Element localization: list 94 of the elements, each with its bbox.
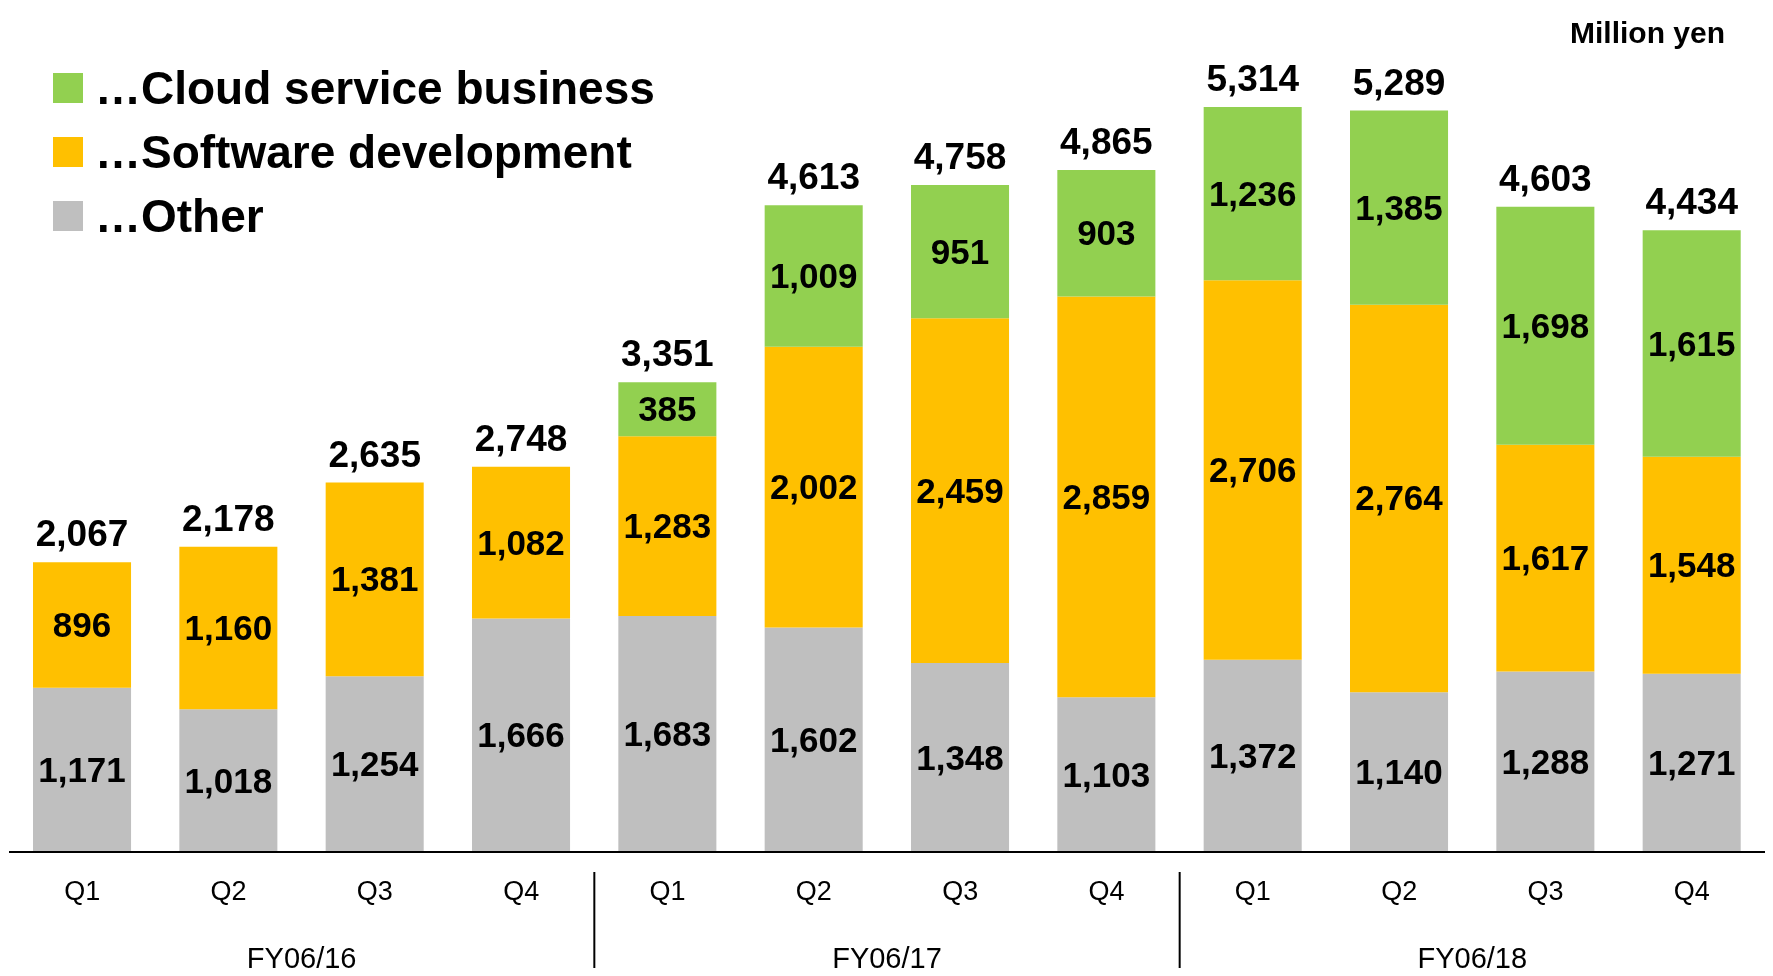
bar bbox=[1350, 304, 1449, 693]
data-label: 896 bbox=[52, 605, 112, 645]
data-label: 1,372 bbox=[1208, 735, 1297, 775]
data-label: 1,254 bbox=[330, 744, 420, 784]
bar bbox=[1496, 444, 1595, 672]
data-label: 951 bbox=[930, 231, 990, 271]
legend-label: …Cloud service business bbox=[95, 62, 655, 114]
data-label: 1,698 bbox=[1501, 305, 1590, 345]
x-tick-label: Q3 bbox=[942, 876, 979, 906]
bar bbox=[33, 687, 132, 852]
bar bbox=[1496, 206, 1595, 445]
text: FY06/16 bbox=[246, 942, 357, 974]
bar bbox=[1350, 692, 1449, 852]
bar bbox=[1203, 107, 1302, 281]
total-label: 2,067 bbox=[35, 513, 129, 555]
total-label: 5,289 bbox=[1352, 61, 1446, 103]
bar bbox=[1642, 230, 1741, 457]
total-label: 4,603 bbox=[1499, 157, 1592, 199]
x-tick-label: Q1 bbox=[64, 876, 101, 906]
x-tick-label: Q2 bbox=[210, 876, 247, 906]
data-label: 1,103 bbox=[1062, 754, 1151, 794]
total-label: 4,613 bbox=[767, 156, 860, 198]
data-label: 1,617 bbox=[1501, 538, 1590, 578]
data-label: 1,615 bbox=[1647, 323, 1736, 363]
data-label: 1,385 bbox=[1355, 187, 1443, 227]
total-label: 4,758 bbox=[913, 135, 1007, 177]
text: Million yen bbox=[1569, 16, 1725, 50]
bar bbox=[1057, 169, 1156, 297]
total-label: 4,865 bbox=[1060, 120, 1153, 162]
bar bbox=[618, 616, 717, 852]
bar bbox=[1642, 673, 1741, 852]
legend-label: …Software development bbox=[95, 126, 632, 178]
text: FY06/17 bbox=[832, 942, 942, 974]
bar bbox=[33, 562, 132, 688]
data-label: 1,140 bbox=[1355, 752, 1443, 792]
x-tick-label: Q1 bbox=[1234, 876, 1271, 906]
data-label: 1,348 bbox=[916, 737, 1004, 777]
data-label: 1,009 bbox=[769, 256, 858, 296]
bar bbox=[179, 709, 278, 852]
data-label: 1,018 bbox=[184, 760, 273, 800]
bar bbox=[1350, 110, 1449, 305]
bar bbox=[618, 436, 717, 617]
data-label: 2,859 bbox=[1062, 476, 1151, 516]
x-tick-label: Q4 bbox=[1673, 876, 1710, 906]
bar bbox=[325, 482, 424, 677]
x-tick-label: Q2 bbox=[795, 876, 832, 906]
total-label: 4,434 bbox=[1645, 181, 1739, 223]
bar bbox=[1642, 456, 1741, 674]
total-label: 2,178 bbox=[182, 497, 275, 539]
bar bbox=[764, 627, 863, 852]
bar bbox=[764, 205, 863, 347]
total-label: 2,635 bbox=[328, 433, 421, 475]
bar bbox=[911, 663, 1010, 852]
data-label: 1,288 bbox=[1501, 741, 1590, 781]
data-label: 1,160 bbox=[184, 607, 273, 647]
data-label: 2,764 bbox=[1355, 478, 1444, 518]
data-label: 1,602 bbox=[769, 719, 858, 759]
bar bbox=[764, 346, 863, 628]
data-label: 1,271 bbox=[1647, 742, 1736, 782]
data-label: 1,548 bbox=[1647, 545, 1736, 585]
bar bbox=[472, 466, 571, 619]
data-label: 2,706 bbox=[1208, 449, 1297, 489]
bar bbox=[1057, 697, 1156, 852]
bar bbox=[911, 184, 1010, 319]
x-tick-label: Q2 bbox=[1381, 876, 1418, 906]
data-label: 1,171 bbox=[38, 749, 126, 789]
data-label: 1,381 bbox=[330, 559, 419, 599]
data-label: 903 bbox=[1077, 213, 1136, 253]
bar bbox=[1203, 280, 1302, 660]
x-tick-label: Q4 bbox=[1088, 876, 1125, 906]
total-label: 2,748 bbox=[474, 417, 568, 459]
data-label: 1,082 bbox=[477, 522, 565, 562]
bar bbox=[325, 676, 424, 852]
x-tick-label: Q4 bbox=[503, 876, 540, 906]
data-label: 385 bbox=[638, 389, 697, 429]
x-tick-label: Q3 bbox=[356, 876, 393, 906]
bar bbox=[472, 618, 571, 852]
x-tick-label: Q3 bbox=[1527, 876, 1564, 906]
data-label: 2,002 bbox=[769, 467, 858, 507]
data-label: 1,683 bbox=[623, 714, 712, 754]
bar bbox=[911, 318, 1010, 664]
bar bbox=[1203, 659, 1302, 852]
data-label: 1,236 bbox=[1208, 173, 1297, 213]
bar bbox=[1496, 671, 1595, 852]
bar bbox=[179, 546, 278, 710]
text: FY06/18 bbox=[1417, 942, 1528, 974]
total-label: 3,351 bbox=[621, 333, 714, 375]
x-tick-label: Q1 bbox=[649, 876, 686, 906]
data-label: 1,666 bbox=[477, 715, 565, 755]
legend-label: …Other bbox=[95, 190, 264, 242]
bar bbox=[1057, 296, 1156, 698]
data-label: 2,459 bbox=[916, 470, 1004, 510]
total-label: 5,314 bbox=[1206, 58, 1300, 99]
data-label: 1,283 bbox=[623, 506, 712, 546]
